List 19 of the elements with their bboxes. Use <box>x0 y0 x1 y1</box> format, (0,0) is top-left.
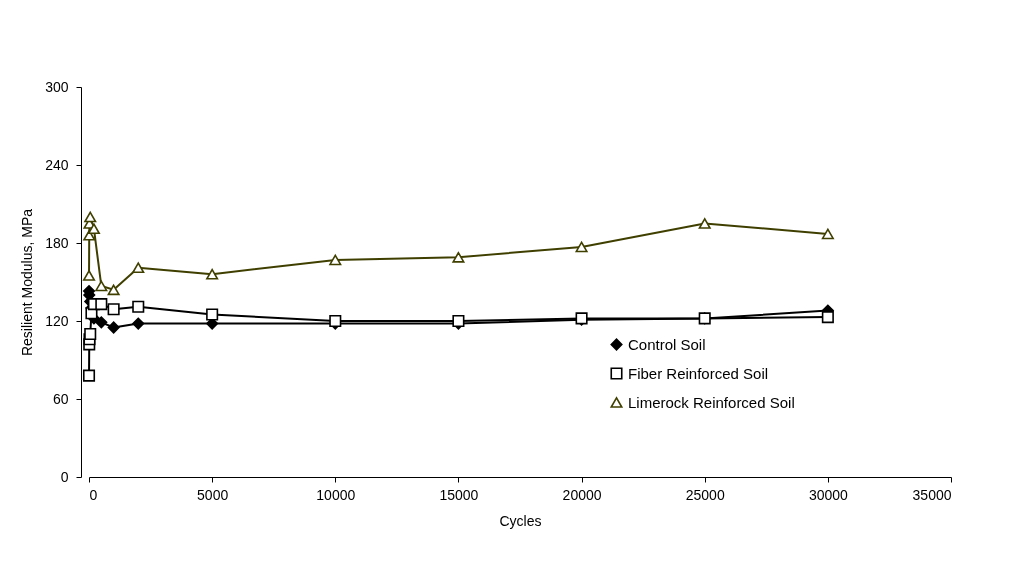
x-tick-label: 15000 <box>439 486 479 503</box>
x-tick-label: 30000 <box>808 486 849 503</box>
y-tick-label: 60 <box>52 390 69 407</box>
legend-label: Fiber Reinforced Soil <box>628 364 769 382</box>
legend-label: Control Soil <box>628 335 706 353</box>
y-axis-title: Resilient Modulus, MPa <box>19 208 36 357</box>
x-tick-label: 5000 <box>197 486 229 503</box>
x-axis-title: Cycles <box>499 512 542 529</box>
y-tick-label: 120 <box>45 312 69 329</box>
y-tick-label: 0 <box>60 468 69 485</box>
y-tick-label: 240 <box>45 156 69 173</box>
y-tick-label: 300 <box>45 78 69 95</box>
x-tick-label: 0 <box>89 486 98 503</box>
x-tick-label: 25000 <box>685 486 725 503</box>
y-tick-label: 180 <box>45 234 69 251</box>
x-tick-label: 35000 <box>912 486 952 503</box>
legend-label: Limerock Reinforced Soil <box>628 393 795 411</box>
x-tick-label: 20000 <box>562 486 602 503</box>
x-tick-label: 10000 <box>316 486 356 503</box>
